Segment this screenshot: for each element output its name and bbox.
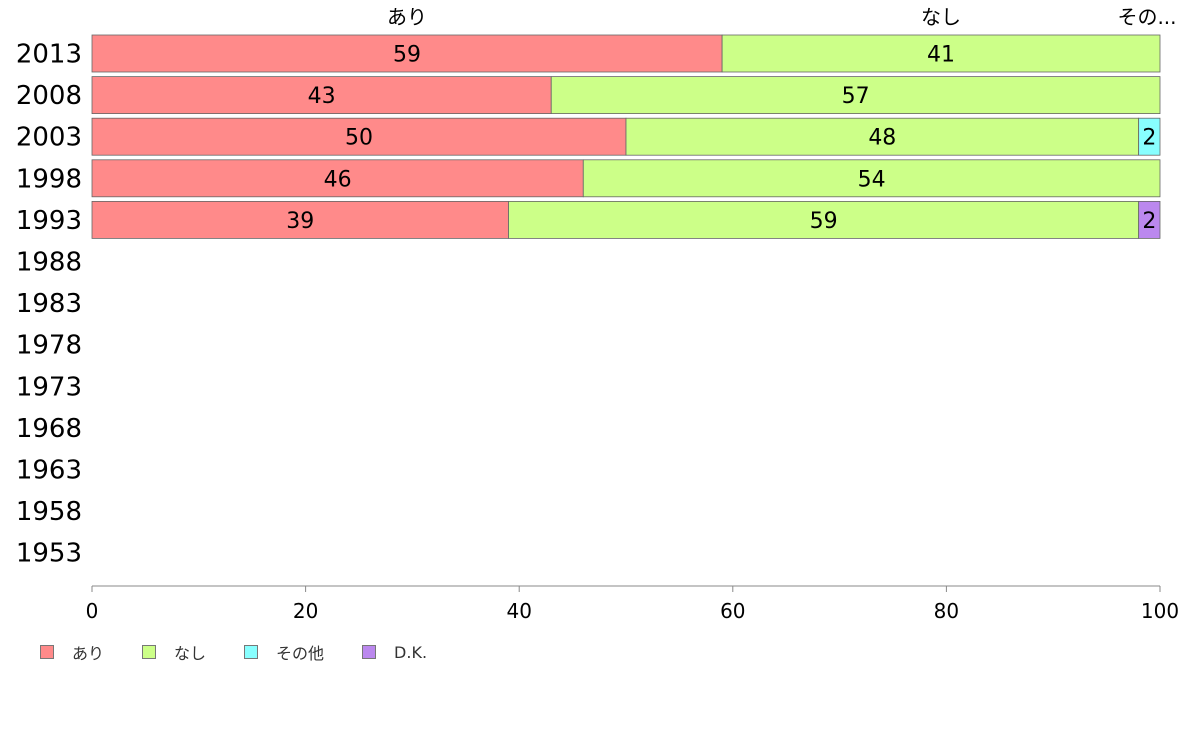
bar-value-label: 2 <box>1142 209 1156 234</box>
bar-value-label: 43 <box>308 84 336 109</box>
x-tick-label: 20 <box>293 599 318 623</box>
bar-value-label: 2 <box>1142 126 1156 151</box>
top-series-label: その... <box>1117 5 1176 29</box>
bar-segment <box>91 76 552 114</box>
bar-segment <box>1138 117 1161 156</box>
legend-label: なし <box>174 644 207 663</box>
x-tick-label: 60 <box>720 599 745 623</box>
bar-segment <box>721 34 1161 73</box>
legend-label: あり <box>72 644 105 663</box>
y-tick-label: 1953 <box>16 539 82 569</box>
legend: あり なし その他 D.K. <box>40 640 465 664</box>
legend-swatch <box>362 645 377 659</box>
bar-segment <box>550 76 1161 114</box>
bar-value-label: 59 <box>393 43 421 68</box>
y-tick-label: 1958 <box>16 497 82 527</box>
legend-swatch <box>142 645 157 659</box>
y-tick-label: 1978 <box>16 331 82 361</box>
bar-value-label: 41 <box>927 43 955 68</box>
top-series-labels: あり なし その... <box>387 5 1176 29</box>
y-tick-label: 2003 <box>16 123 82 153</box>
y-tick-label: 1973 <box>16 372 82 402</box>
legend-item: なし <box>142 640 206 664</box>
legend-label: D.K. <box>394 642 428 662</box>
bar-segment <box>1138 200 1161 239</box>
bar-value-label: 54 <box>858 167 886 192</box>
legend-label: その他 <box>276 644 325 663</box>
x-tick-label: 100 <box>1141 599 1179 623</box>
legend-item: その他 <box>244 640 324 664</box>
bar-value-label: 50 <box>345 126 373 151</box>
y-axis-labels: 2013 2008 2003 1998 1993 1988 1983 1978 1973 1968… <box>16 40 82 569</box>
top-series-label: なし <box>921 5 961 29</box>
y-tick-label: 1963 <box>16 456 82 486</box>
x-tick-label: 0 <box>86 599 99 623</box>
y-tick-label: 2008 <box>16 81 82 111</box>
y-tick-label: 1968 <box>16 414 82 444</box>
y-tick-label: 2013 <box>16 40 82 70</box>
top-series-label: あり <box>387 5 427 29</box>
bar-segment <box>91 200 509 239</box>
bar-value-label: 59 <box>810 209 838 234</box>
legend-swatch <box>40 645 54 659</box>
legend-item: D.K. <box>362 643 427 662</box>
bar-segment <box>91 34 723 73</box>
legend-item: あり <box>40 640 104 664</box>
y-tick-label: 1993 <box>16 206 82 236</box>
bar-segment <box>582 159 1161 198</box>
y-tick-label: 1998 <box>16 164 82 194</box>
bars: 59 41 43 57 50 48 2 46 54 39 59 2 <box>91 34 1161 239</box>
x-tick-label: 40 <box>506 599 531 623</box>
bar-segment <box>91 117 627 156</box>
x-tick-label: 80 <box>934 599 959 623</box>
bar-segment <box>508 200 1140 239</box>
bar-segment <box>625 117 1140 156</box>
x-axis: 0 20 40 60 80 100 <box>86 585 1179 623</box>
y-tick-label: 1988 <box>16 248 82 278</box>
bar-value-label: 46 <box>324 167 352 192</box>
bar-segment <box>91 159 584 198</box>
legend-swatch <box>244 645 259 659</box>
bar-value-label: 48 <box>868 126 896 151</box>
y-tick-label: 1983 <box>16 289 82 319</box>
bar-value-label: 39 <box>286 209 314 234</box>
bar-value-label: 57 <box>842 84 870 109</box>
